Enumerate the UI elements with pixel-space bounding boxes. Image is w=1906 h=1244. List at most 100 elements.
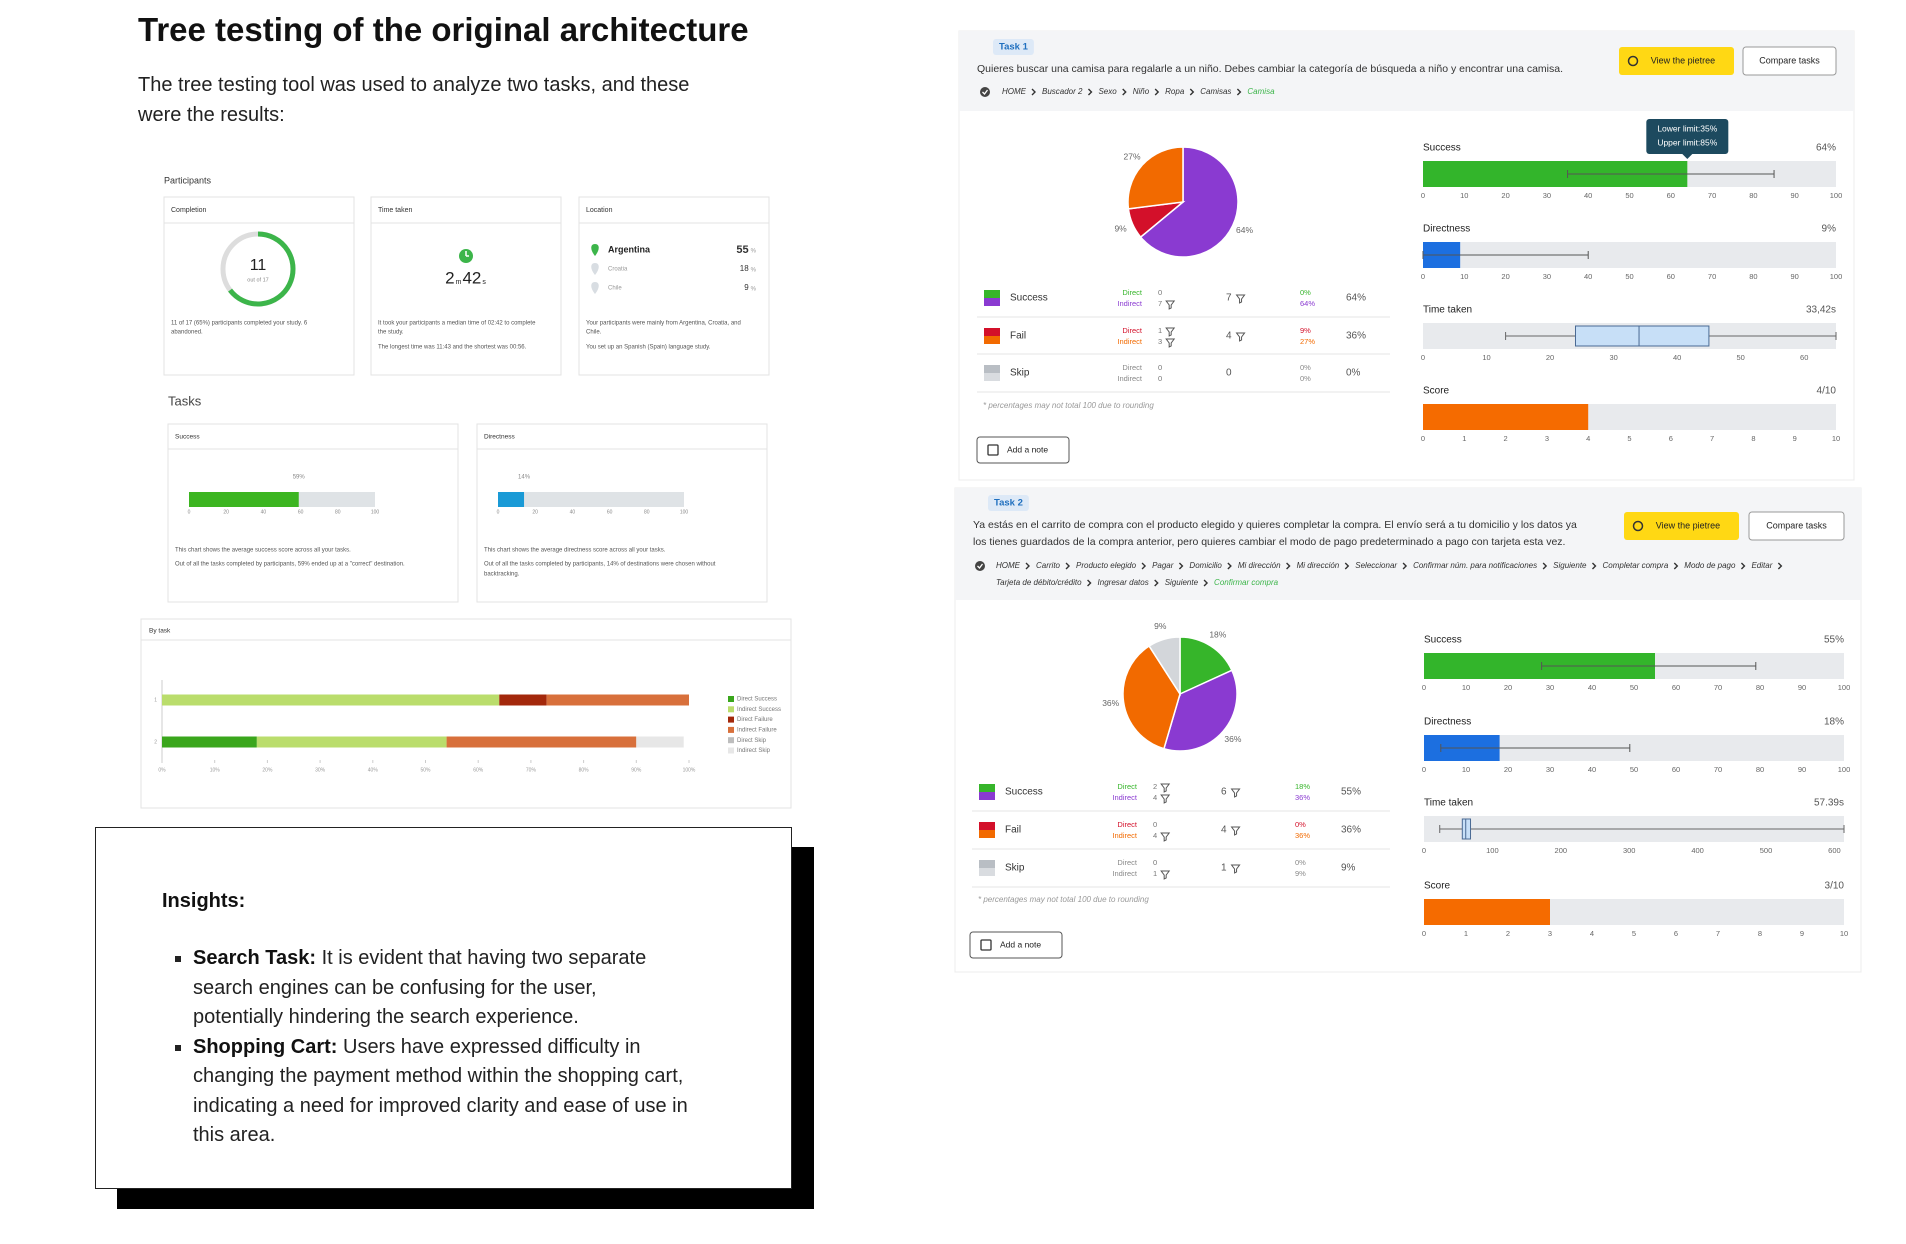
ring-progress xyxy=(228,231,296,307)
x-tick-label: 0 xyxy=(1422,846,1426,855)
direct-count: 0 xyxy=(1158,288,1162,297)
x-tick-label: 0% xyxy=(158,767,166,773)
direct-count: 0 xyxy=(1153,820,1157,829)
note-button[interactable] xyxy=(976,436,1070,464)
x-tick-label: 20 xyxy=(1504,765,1512,774)
total-pct: 36% xyxy=(1341,825,1361,836)
insight-text: Users have expressed difficulty in chang… xyxy=(193,1035,688,1147)
pietree-button-label[interactable]: View the pietree xyxy=(1656,520,1720,530)
pie-label: 9% xyxy=(1154,621,1167,631)
indirect-count: 1 xyxy=(1153,869,1157,878)
indirect-count: 3 xyxy=(1158,337,1162,346)
indirect-label: Indirect xyxy=(1112,869,1138,878)
footnote: * percentages may not total 100 due to r… xyxy=(983,401,1154,410)
breadcrumb-item: Carrito xyxy=(1036,561,1061,570)
total-pct: 9% xyxy=(1341,863,1356,874)
direct-count: 1 xyxy=(1158,326,1162,335)
insight: Search Task: It is evident that having t… xyxy=(193,944,691,1033)
indirect-count: 7 xyxy=(1158,299,1162,308)
row-swatch xyxy=(984,290,1000,298)
card-note: abandoned. xyxy=(171,330,203,336)
x-tick-label: 100 xyxy=(1830,272,1843,281)
breadcrumb-chevron xyxy=(1065,562,1071,570)
x-tick-label: 1 xyxy=(1462,434,1466,443)
legend-swatch xyxy=(728,737,734,744)
card-note: The longest time was 11:43 and the short… xyxy=(378,345,527,351)
metric-value: 18% xyxy=(1824,717,1844,728)
pie-label: 64% xyxy=(1236,225,1253,235)
country-value: 18 xyxy=(740,264,749,273)
indirect-count: 0 xyxy=(1158,374,1162,383)
row-swatch xyxy=(984,373,1000,381)
check-icon xyxy=(980,87,990,97)
x-tick-label: 20 xyxy=(1546,353,1554,362)
row-swatch xyxy=(984,336,1000,344)
x-tick-label: 100 xyxy=(1838,765,1851,774)
x-tick-label: 90 xyxy=(1791,191,1799,200)
unit: % xyxy=(751,249,757,255)
breadcrumb-chevron xyxy=(1122,88,1127,96)
x-tick-label: 100 xyxy=(1486,846,1499,855)
x-tick-label: 60 xyxy=(1672,765,1680,774)
breadcrumb-item: Pagar xyxy=(1152,561,1174,570)
bar-segment xyxy=(546,694,689,706)
time-part: 42 xyxy=(462,268,481,287)
compare-button-label[interactable]: Compare tasks xyxy=(1759,55,1820,65)
legend-swatch xyxy=(728,716,734,723)
note-button-label[interactable]: Add a note xyxy=(1000,939,1041,949)
pietree-button[interactable] xyxy=(1624,512,1739,540)
row-swatch xyxy=(979,868,995,876)
metric-value: 33,42s xyxy=(1806,305,1836,316)
bar xyxy=(189,492,299,507)
x-tick-label: 60 xyxy=(298,509,304,515)
x-tick-label: 50 xyxy=(1625,272,1633,281)
x-tick-label: 6 xyxy=(1669,434,1673,443)
metric-value: 55% xyxy=(1824,635,1844,646)
x-tick-label: 9 xyxy=(1800,929,1804,938)
x-tick-label: 100 xyxy=(1830,191,1843,200)
indirect-pct: 36% xyxy=(1295,831,1310,840)
breadcrumb-chevron xyxy=(1178,562,1184,570)
time-part: m xyxy=(456,279,462,286)
card-note: Out of all the tasks completed by partic… xyxy=(484,562,716,568)
compare-button[interactable] xyxy=(1742,46,1837,76)
x-tick-label: 200 xyxy=(1555,846,1568,855)
compare-button[interactable] xyxy=(1748,511,1845,541)
task-description: Quieres buscar una camisa para regalarle… xyxy=(977,63,1563,75)
x-tick-label: 80 xyxy=(1756,683,1764,692)
pietree-button-label[interactable]: View the pietree xyxy=(1651,55,1715,65)
row-swatch xyxy=(984,365,1000,373)
filter-icon xyxy=(1165,300,1176,310)
bar-segment xyxy=(256,736,447,748)
compare-button-label[interactable]: Compare tasks xyxy=(1766,520,1827,530)
row-swatch xyxy=(979,792,995,800)
legend-label: Indirect Skip xyxy=(737,748,771,754)
x-tick-label: 80 xyxy=(335,509,341,515)
note-button[interactable] xyxy=(969,931,1063,959)
x-tick-label: 40% xyxy=(368,767,379,773)
pietree-button[interactable] xyxy=(1619,47,1734,75)
task-description: Ya estás en el carrito de compra con el … xyxy=(973,519,1577,531)
breadcrumb-item: Confirmar núm. para notificaciones xyxy=(1413,561,1537,570)
card-note: You set up an Spanish (Spain) language s… xyxy=(586,345,711,351)
task-tag-bg xyxy=(988,495,1029,511)
filter-icon xyxy=(1235,294,1246,304)
total-count: 0 xyxy=(1226,368,1232,379)
filter-icon xyxy=(1230,864,1241,874)
note-button-label[interactable]: Add a note xyxy=(1007,444,1048,454)
breadcrumb-item: Completar compra xyxy=(1602,561,1668,570)
note-icon xyxy=(987,444,999,456)
breadcrumb-item: Confirmar compra xyxy=(1214,578,1279,587)
metric-label: Score xyxy=(1424,881,1451,892)
breadcrumb-item: Siguiente xyxy=(1165,578,1199,587)
x-tick-label: 30 xyxy=(1546,683,1554,692)
header: Tree testing of the original architectur… xyxy=(138,8,778,130)
breadcrumb-item: Ingresar datos xyxy=(1098,578,1149,587)
x-tick-label: 10 xyxy=(1462,765,1470,774)
x-tick-label: 30 xyxy=(1609,353,1617,362)
card xyxy=(578,196,770,376)
legend-label: Indirect Success xyxy=(737,707,781,713)
row-swatch xyxy=(979,822,995,830)
filter-icon xyxy=(1160,783,1171,793)
